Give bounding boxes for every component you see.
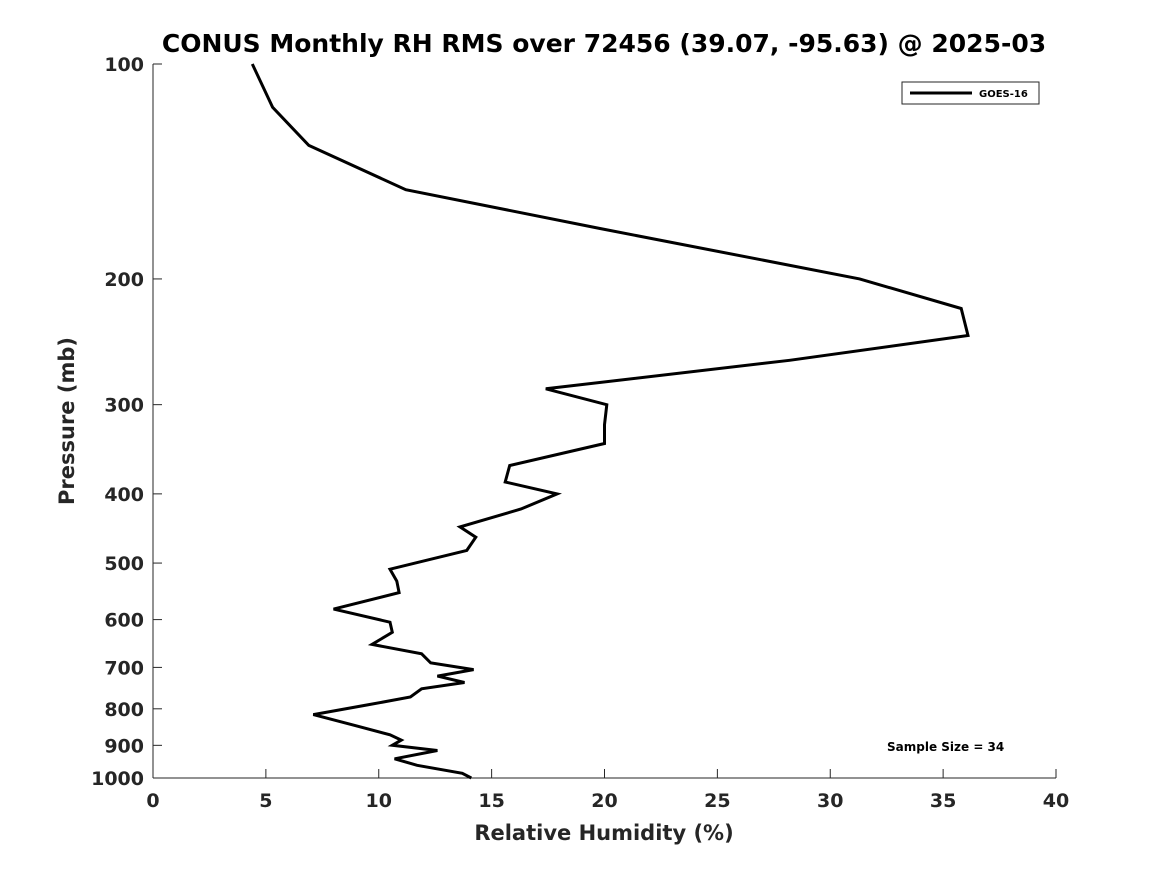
- x-axis-ticks: 0 5 10 15 20 25 30 35 40: [146, 769, 1069, 812]
- y-tick-label: 100: [104, 54, 144, 76]
- y-axis-ticks: 100 200 300 400 500 600 700 800 900 1000: [91, 54, 162, 790]
- y-tick-label: 700: [104, 657, 144, 679]
- x-tick-label: 30: [817, 790, 843, 812]
- x-tick-label: 35: [930, 790, 956, 812]
- y-tick-label: 500: [104, 553, 144, 575]
- x-tick-label: 15: [478, 790, 504, 812]
- x-tick-label: 0: [146, 790, 159, 812]
- sample-size-annotation: Sample Size = 34: [887, 740, 1004, 754]
- x-tick-label: 5: [259, 790, 272, 812]
- x-tick-label: 20: [591, 790, 617, 812]
- series-layer: [250, 63, 970, 780]
- x-tick-label: 40: [1043, 790, 1069, 812]
- y-tick-label: 600: [104, 610, 144, 632]
- y-axis-label: Pressure (mb): [55, 337, 79, 505]
- x-tick-label: 10: [366, 790, 392, 812]
- y-tick-label: 200: [104, 269, 144, 291]
- legend: GOES-16: [901, 81, 1040, 105]
- x-axis-label: Relative Humidity (%): [474, 821, 733, 845]
- chart-title: CONUS Monthly RH RMS over 72456 (39.07, …: [162, 29, 1046, 58]
- y-tick-label: 400: [104, 484, 144, 506]
- y-tick-label: 1000: [91, 768, 144, 790]
- series-line-goes-16: [250, 63, 970, 780]
- y-tick-label: 800: [104, 699, 144, 721]
- legend-entry-goes-16: GOES-16: [979, 89, 1028, 100]
- y-tick-label: 900: [104, 735, 144, 757]
- x-tick-label: 25: [704, 790, 730, 812]
- y-tick-label: 300: [104, 395, 144, 417]
